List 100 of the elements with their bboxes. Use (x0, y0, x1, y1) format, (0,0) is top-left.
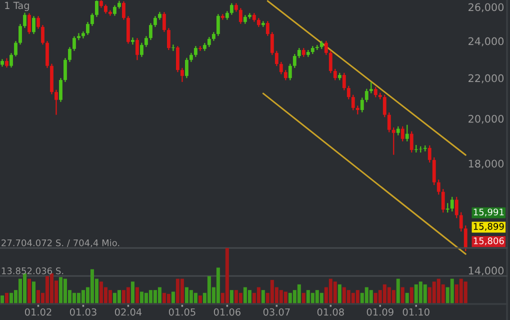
candlestick (400, 126, 404, 142)
candlestick (10, 52, 13, 68)
candlestick (189, 52, 193, 62)
candlestick (238, 8, 242, 24)
bar (248, 290, 252, 304)
text: 15,806 (474, 237, 504, 246)
candlestick (28, 12, 31, 35)
candlestick (360, 97, 364, 113)
candlestick (288, 63, 292, 81)
bar (4, 292, 8, 304)
y-tick-label: 22,000 (468, 74, 504, 84)
bar (464, 282, 468, 304)
candlestick (297, 47, 301, 59)
y-tick-label: 20,000 (468, 114, 504, 124)
bar (392, 290, 396, 304)
bar (22, 273, 26, 304)
x-tick-label: 03.07 (263, 308, 290, 316)
candlestick (36, 16, 40, 30)
text: 15,899 (474, 222, 504, 231)
candlestick (77, 32, 80, 41)
candlestick (387, 112, 391, 133)
candlestick (446, 202, 450, 214)
candlestick (144, 36, 148, 48)
candlestick (459, 212, 463, 232)
candlestick (90, 12, 94, 26)
bar (369, 290, 373, 304)
x-tick-label: 01.08 (317, 308, 344, 316)
candlestick (166, 28, 170, 51)
bar (225, 248, 229, 304)
bar (356, 290, 360, 304)
candlestick (14, 40, 18, 57)
bar (256, 287, 260, 304)
bar (158, 287, 162, 304)
bar (320, 292, 324, 304)
candlestick (266, 20, 270, 36)
candlestick (279, 61, 283, 75)
chart-title: 1 Tag (5, 2, 29, 12)
y-tick-label: 26,000 (468, 3, 504, 12)
bar (261, 290, 265, 304)
bar (117, 290, 121, 304)
candlestick (95, 0, 98, 18)
bar (238, 292, 242, 304)
candlestick (464, 224, 468, 252)
candlestick (194, 45, 198, 58)
candlestick (374, 86, 378, 98)
x-tick-label: 01.05 (168, 308, 196, 316)
candlestick (180, 67, 184, 83)
bar (450, 278, 454, 304)
candlestick (284, 69, 288, 81)
candlestick (436, 179, 440, 196)
candlestick (346, 85, 350, 100)
candlestick (32, 16, 36, 35)
ref-line-label: 27.704.072 S. / 704,4 Mio. (2, 239, 120, 248)
candlestick (140, 42, 144, 58)
candlestick (5, 58, 8, 68)
candlestick (23, 12, 26, 28)
bar (194, 292, 198, 304)
candlestick (72, 36, 76, 52)
bar (410, 287, 414, 304)
bar (230, 290, 234, 304)
y-tick-label: 14,000 (468, 266, 504, 276)
x-tick-label: 01.09 (366, 308, 394, 316)
bar (302, 292, 306, 304)
x-tick-label: 01.02 (24, 308, 52, 316)
candlestick (148, 22, 152, 41)
x-tick-label: 01.03 (70, 308, 96, 316)
bar (396, 278, 400, 304)
bar (32, 282, 36, 304)
candlestick (86, 21, 90, 36)
x-tick-label: 01.10 (402, 308, 430, 316)
bar (126, 287, 130, 304)
bar (135, 287, 139, 304)
bar (297, 284, 301, 304)
candlestick (136, 37, 139, 61)
candlestick (270, 32, 274, 56)
candlestick (131, 36, 134, 46)
candlestick (122, 0, 126, 20)
candlestick (64, 57, 67, 83)
candlestick (432, 156, 436, 186)
bar (400, 287, 404, 304)
candlestick (450, 196, 454, 212)
bar (27, 278, 31, 304)
candlestick (369, 81, 373, 94)
x-tick-label: 01.06 (214, 308, 240, 316)
y-tick-label: 18,000 (468, 160, 504, 169)
candlestick (54, 89, 58, 116)
candlestick (274, 50, 278, 67)
candlestick (382, 94, 386, 118)
candlestick (162, 12, 166, 32)
candlestick (351, 94, 355, 111)
candlestick (364, 88, 368, 103)
candlestick (176, 45, 180, 73)
candlestick (410, 130, 414, 154)
candlestick (454, 196, 458, 219)
bar (338, 284, 342, 304)
candlestick (113, 4, 116, 16)
bar (130, 282, 134, 304)
candlestick (324, 40, 328, 56)
bar (171, 292, 175, 304)
candlestick (392, 126, 396, 156)
